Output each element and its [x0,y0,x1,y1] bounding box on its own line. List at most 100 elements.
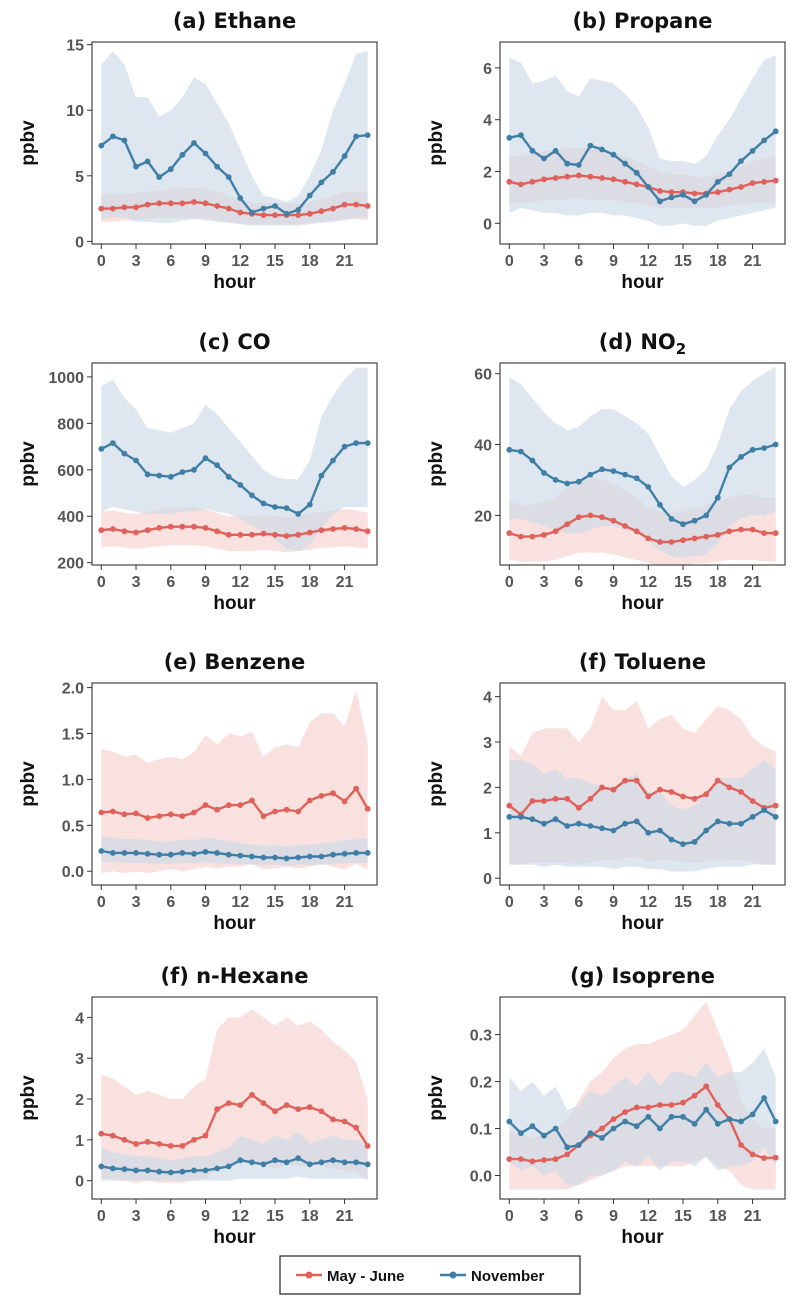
data-point-november [237,482,244,488]
data-point-november [518,1130,524,1137]
data-point-may-june [249,1092,255,1098]
x-tick-label: 9 [201,894,210,911]
x-tick-label: 0 [505,253,514,270]
x-tick-label: 21 [744,894,762,911]
data-point-may-june [691,190,698,197]
data-point-november [575,1142,582,1148]
y-axis-label: ppbv [18,761,39,807]
data-point-may-june [214,203,221,209]
data-point-november [295,1155,302,1162]
data-point-november [633,818,640,825]
y-tick-label: 1.5 [62,727,84,744]
data-point-may-june [633,1104,640,1111]
data-point-may-june [121,811,128,818]
data-point-may-june [295,1106,302,1113]
x-tick-label: 21 [744,574,762,591]
data-point-may-june [610,176,617,183]
y-tick-label: 200 [57,556,84,573]
x-tick-label: 18 [709,253,727,270]
data-point-november [587,823,594,829]
y-tick-label: 15 [66,38,84,55]
data-point-november [610,468,617,474]
data-point-november [121,850,128,856]
y-tick-label: 4 [75,1010,84,1027]
data-point-november [214,163,221,170]
data-point-november [353,1159,359,1166]
data-point-november [191,466,197,473]
y-tick-label: 1000 [48,370,84,387]
data-point-may-june [214,1106,221,1113]
data-point-may-june [633,777,640,784]
y-tick-label: 0 [75,1174,84,1191]
data-point-november [353,440,359,446]
data-point-may-june [529,533,536,540]
data-point-may-june [167,811,174,818]
y-axis-label: ppbv [426,1075,447,1121]
data-point-may-june [657,1102,663,1108]
data-point-may-june [622,777,628,784]
data-point-may-june [518,1156,524,1162]
data-point-november [506,1118,513,1125]
data-point-november [237,195,244,202]
data-point-november [518,132,524,139]
x-tick-label: 21 [336,574,354,591]
data-point-may-june [121,1136,128,1143]
data-point-november [225,851,232,858]
data-point-may-june [144,527,151,534]
data-point-may-june [133,810,139,817]
data-point-november [330,1157,336,1164]
data-point-may-june [703,791,710,798]
x-tick-label: 12 [231,574,249,591]
data-point-november [283,855,290,862]
x-tick-label: 6 [574,253,583,270]
data-point-may-june [330,790,336,797]
data-point-may-june [272,531,278,538]
x-tick-label: 18 [709,894,727,911]
data-point-november [772,1118,779,1125]
data-point-november [306,501,313,508]
data-point-november [121,1166,128,1173]
data-point-november [610,151,617,158]
data-point-november [599,146,605,153]
data-point-may-june [121,528,128,535]
data-point-may-june [225,802,232,808]
data-point-may-june [714,532,721,538]
data-point-november [703,1106,710,1113]
data-point-may-june [225,531,232,538]
x-tick-label: 18 [709,574,727,591]
data-point-november [749,446,756,453]
data-point-november [237,852,244,859]
data-point-may-june [714,777,721,784]
data-point-may-june [633,181,640,188]
data-point-november [749,1111,756,1118]
data-point-november [726,1116,733,1122]
x-tick-label: 0 [505,574,514,591]
y-tick-label: 1 [75,1133,84,1150]
data-point-november [529,147,536,154]
data-point-november [191,850,197,857]
chart-title-d-no2: (d) NO2 [599,330,686,358]
data-point-may-june [622,178,628,185]
data-point-november [506,134,513,141]
data-point-november [283,505,290,511]
data-point-may-june [237,209,244,216]
data-point-november [330,457,336,464]
data-point-may-june [564,795,571,802]
x-tick-label: 18 [301,253,319,270]
data-point-november [133,850,139,856]
data-point-november [167,851,174,858]
data-point-november [353,133,359,140]
data-point-november [133,1167,139,1174]
data-point-may-june [541,1157,547,1163]
data-point-may-june [772,177,779,184]
x-tick-label: 0 [97,894,106,911]
y-tick-label: 0 [75,234,84,251]
x-tick-label: 9 [609,253,618,270]
data-point-november [761,807,767,813]
data-point-november [703,512,710,519]
data-point-november [749,814,756,820]
data-point-november [680,191,686,198]
legend-november-marker [449,1271,457,1279]
y-tick-label: 6 [483,61,492,78]
